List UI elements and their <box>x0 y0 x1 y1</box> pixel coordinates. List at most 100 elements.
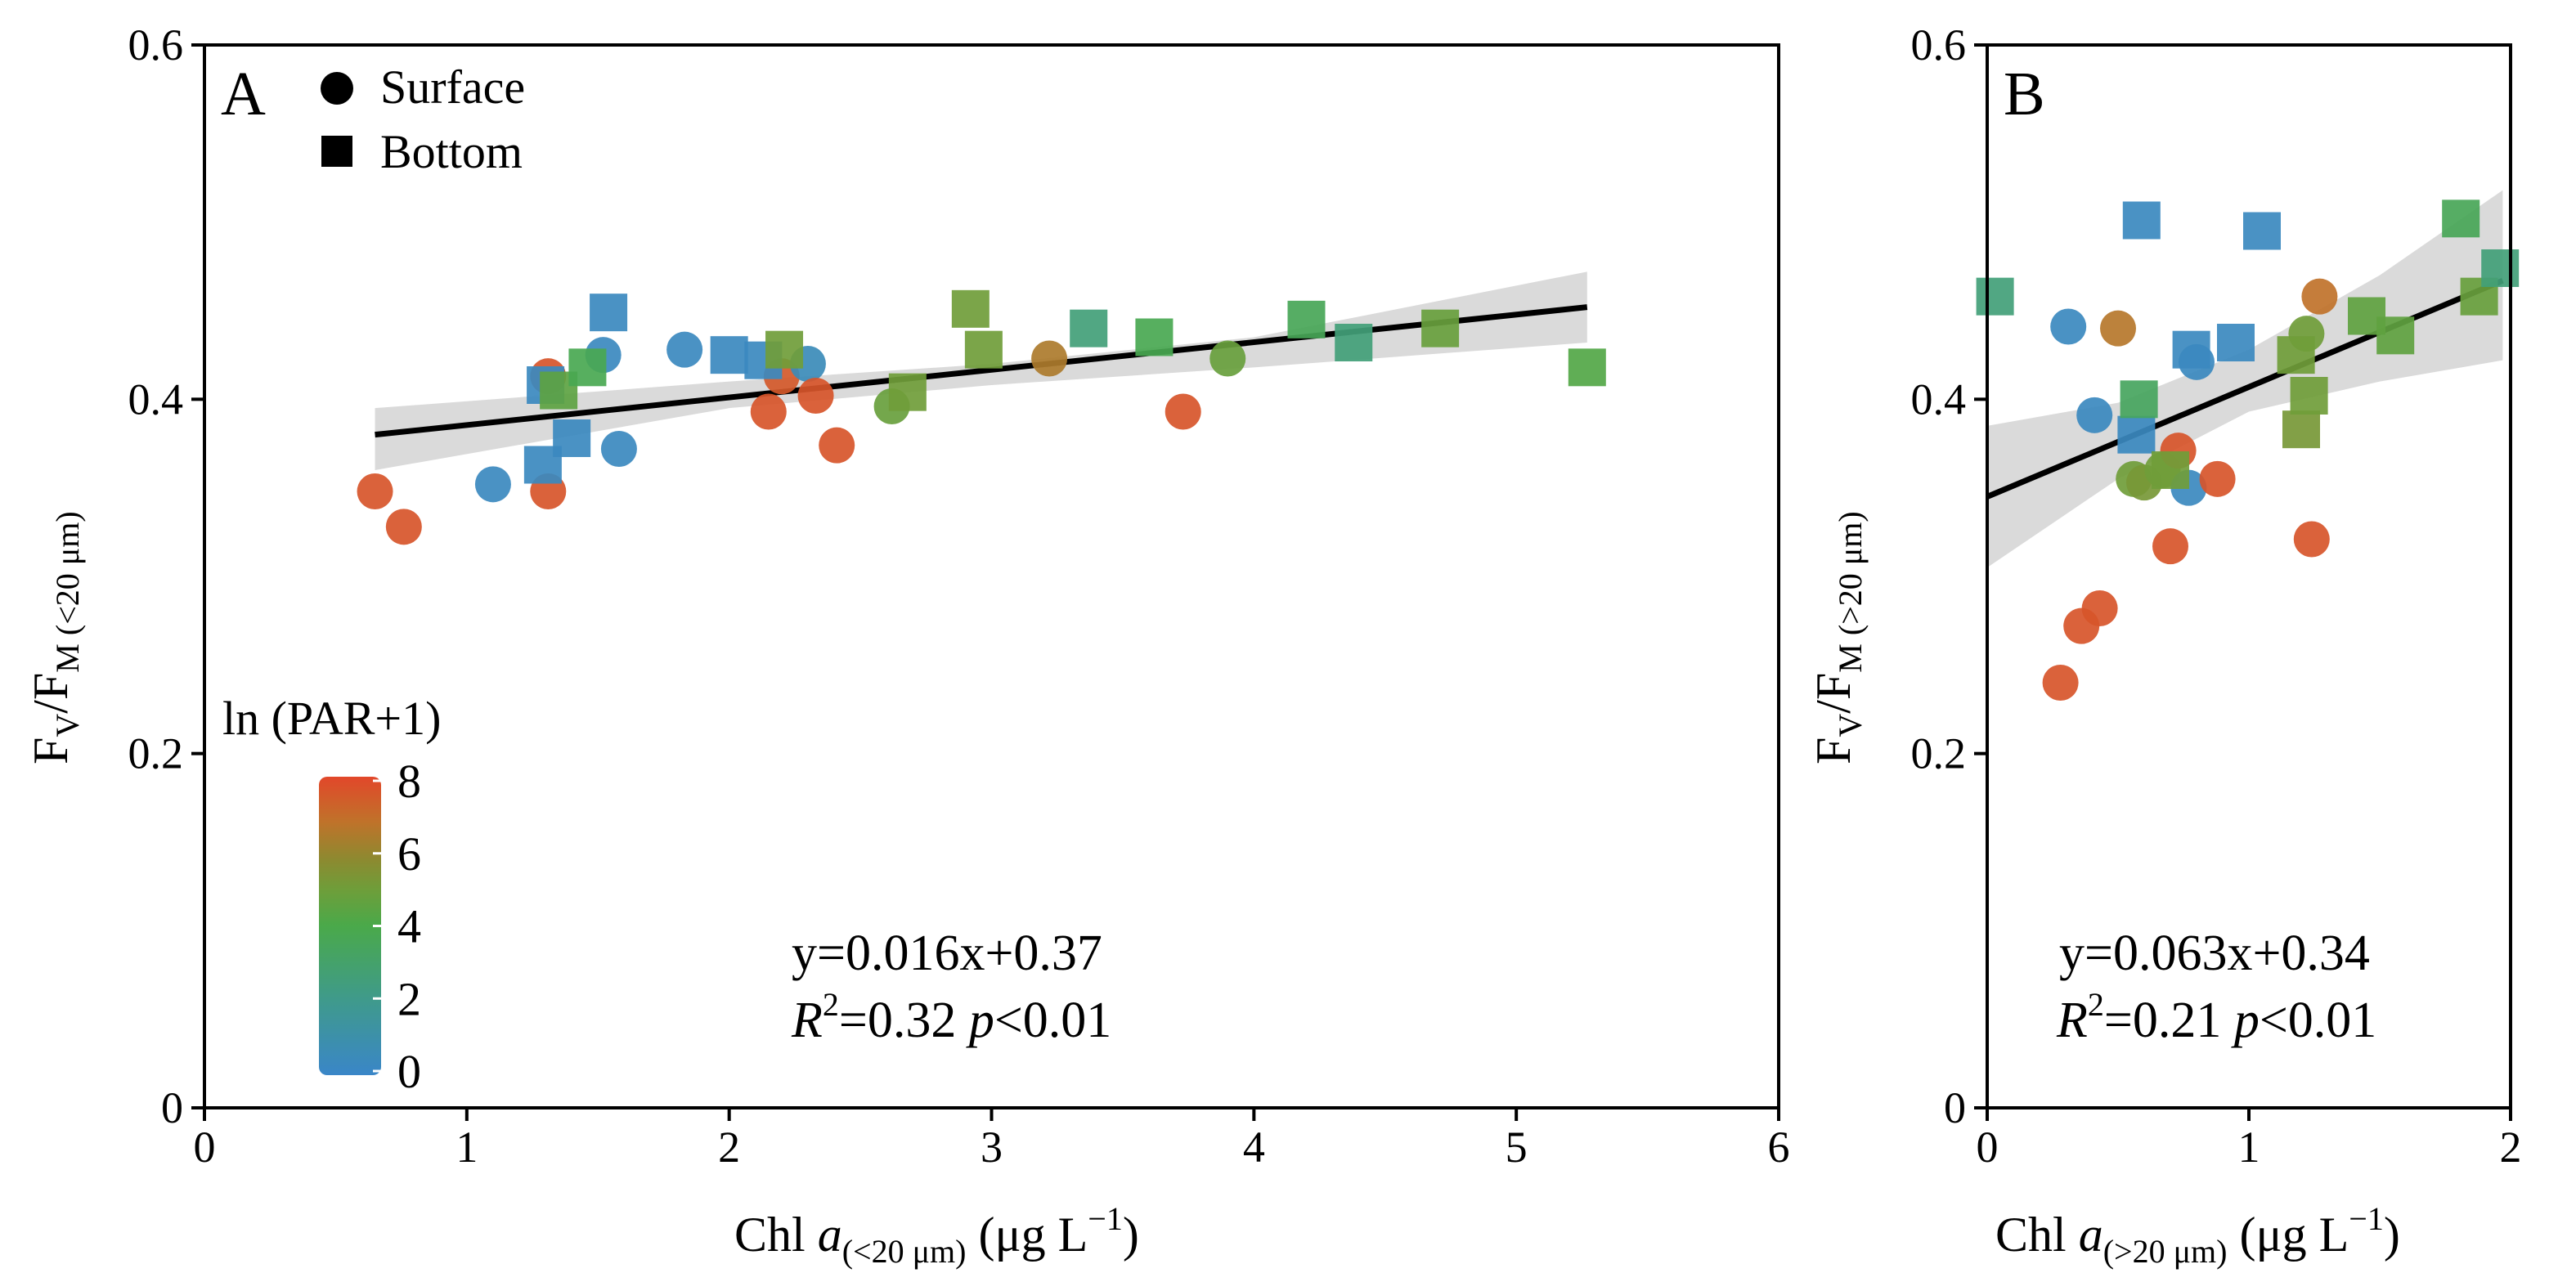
panel-b-points <box>1976 199 2520 701</box>
surface-point <box>819 427 855 464</box>
bottom-point <box>951 289 990 328</box>
bottom-point <box>2117 415 2156 454</box>
bottom-point <box>2120 380 2158 419</box>
x-tick-label: 2 <box>2500 1123 2522 1172</box>
x-tick-label: 4 <box>1243 1123 1265 1172</box>
x-tick-label: 1 <box>2238 1123 2260 1172</box>
panel-b-label: B <box>2004 60 2045 128</box>
panel-a-ylabel: FV/FM (<20 μm) <box>24 511 86 764</box>
surface-point <box>2081 590 2118 626</box>
colorbar-tick-label: 6 <box>397 827 421 881</box>
panel-a-stats: R2=0.32 p<0.01 <box>791 986 1111 1048</box>
bottom-point <box>710 336 748 374</box>
surface-marker-icon <box>321 72 353 105</box>
panel-b-r2: =0.21 <box>2104 993 2221 1048</box>
bottom-point <box>1335 324 1373 361</box>
y-tick-label: 0 <box>1944 1083 1966 1132</box>
bottom-point <box>1070 309 1108 347</box>
bottom-point <box>1287 300 1326 338</box>
x-tick-label: 0 <box>1977 1123 1999 1172</box>
colorbar-tick-label: 0 <box>397 1045 421 1098</box>
surface-point <box>2199 460 2236 497</box>
x-tick-label: 0 <box>194 1123 216 1172</box>
surface-point <box>1031 340 1068 377</box>
bottom-point <box>2282 410 2320 449</box>
y-tick-label: 0.2 <box>1911 729 1967 778</box>
surface-point <box>2301 278 2338 315</box>
bottom-point <box>765 330 804 369</box>
legend-surface-label: Surface <box>380 61 525 114</box>
legend-bottom-label: Bottom <box>380 125 523 178</box>
y-tick-label: 0.6 <box>1911 20 1967 69</box>
surface-point <box>2076 397 2113 433</box>
surface-point <box>385 509 422 545</box>
bottom-point <box>2442 199 2480 238</box>
panel-b-xlabel: Chl a(>20 μm) (μg L−1) <box>1995 1200 2400 1270</box>
y-tick-label: 0 <box>161 1083 183 1132</box>
bottom-point <box>2481 249 2520 287</box>
panel-a-equation: y=0.016x+0.37 <box>792 926 1102 981</box>
colorbar-title: ln (PAR+1) <box>222 692 441 745</box>
x-tick-label: 6 <box>1768 1123 1790 1172</box>
bottom-point <box>1568 348 1606 387</box>
panel-a-points <box>357 289 1606 545</box>
x-tick-label: 2 <box>718 1123 740 1172</box>
panel-a-xlabel: Chl a(<20 μm) (μg L−1) <box>734 1200 1139 1270</box>
bottom-point <box>590 294 628 332</box>
panel-a-label: A <box>221 60 266 128</box>
panel-a-r2: =0.32 <box>839 993 956 1048</box>
y-tick-label: 0.6 <box>128 20 184 69</box>
colorbar <box>319 777 381 1075</box>
panel-a-p: <0.01 <box>994 993 1111 1048</box>
colorbar-tick-label: 2 <box>397 972 421 1025</box>
panel-b: 0 1 2 0 0.2 0.4 0.6 B y=0.063x+0.34 R2=0.21 p<… <box>1806 20 2522 1270</box>
surface-point <box>2042 665 2079 701</box>
panel-a: 0 1 2 3 4 5 600.20.40.6 A Surface Bottom ln (P… <box>24 20 1790 1270</box>
panel-b-p: <0.01 <box>2260 993 2376 1048</box>
panel-b-ylabel: FV/FM (>20 μm) <box>1806 511 1869 764</box>
y-tick-label: 0.4 <box>128 374 184 424</box>
surface-point <box>1209 340 1246 377</box>
bottom-point <box>2172 330 2210 369</box>
x-tick-label: 3 <box>981 1123 1003 1172</box>
surface-point <box>2152 528 2188 565</box>
surface-point <box>474 466 511 503</box>
bottom-point <box>2152 451 2189 489</box>
colorbar-ticks: 0 2 4 6 8 <box>373 755 421 1098</box>
surface-point <box>1165 393 1201 430</box>
colorbar-tick-label: 8 <box>397 755 421 808</box>
panel-b-stats: R2=0.21 p<0.01 <box>2056 986 2376 1048</box>
bottom-marker-icon <box>321 136 352 167</box>
bottom-point <box>1976 277 2014 316</box>
x-tick-label: 5 <box>1506 1123 1528 1172</box>
surface-point <box>666 331 703 368</box>
bottom-point <box>2122 201 2161 240</box>
bottom-point <box>553 419 591 457</box>
y-tick-label: 0.2 <box>128 729 184 778</box>
panel-b-equation: y=0.063x+0.34 <box>2059 926 2370 981</box>
bottom-point <box>964 330 1003 369</box>
surface-point <box>2050 308 2087 345</box>
surface-point <box>750 393 787 430</box>
x-tick-label: 1 <box>456 1123 478 1172</box>
bottom-point <box>888 373 927 411</box>
bottom-point <box>1421 309 1460 347</box>
bottom-point <box>2376 316 2415 355</box>
bottom-point <box>1135 318 1174 356</box>
bottom-point <box>2277 336 2315 374</box>
surface-point <box>797 378 834 414</box>
surface-point <box>600 431 637 467</box>
bottom-point <box>568 348 607 387</box>
surface-point <box>2293 521 2330 558</box>
panel-a-regression-line <box>375 304 1588 438</box>
bottom-point <box>2243 212 2281 250</box>
y-tick-label: 0.4 <box>1911 374 1967 424</box>
bottom-point <box>2290 377 2328 415</box>
colorbar-tick-label: 4 <box>397 900 421 953</box>
surface-point <box>357 473 393 509</box>
panel-b-regression-line <box>1986 277 2504 500</box>
panel-b-confidence-band <box>1987 190 2503 568</box>
bottom-point <box>2217 324 2255 361</box>
surface-point <box>2100 310 2136 347</box>
